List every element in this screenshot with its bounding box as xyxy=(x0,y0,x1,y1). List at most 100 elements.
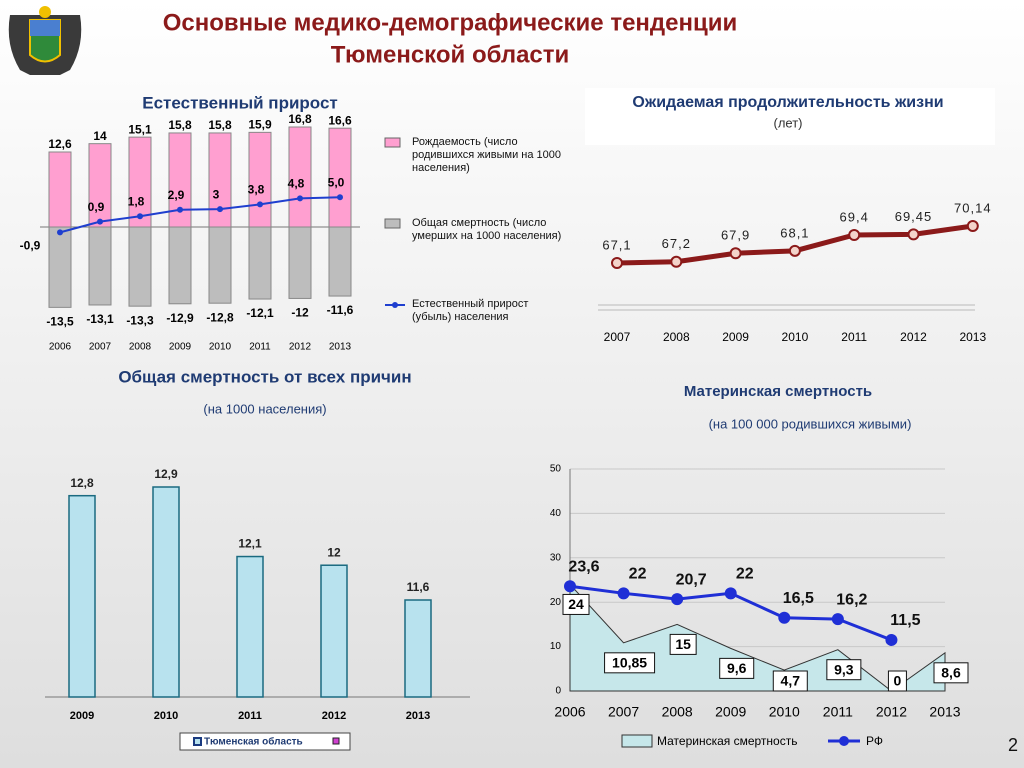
bar xyxy=(248,226,272,300)
x-tick-label: 2010 xyxy=(209,342,232,353)
x-tick-label: 2006 xyxy=(49,342,72,353)
data-label-box xyxy=(933,662,969,684)
chart-subtitle: (лет) xyxy=(774,115,803,130)
data-label-box xyxy=(719,657,755,679)
data-label: 15,1 xyxy=(128,122,152,136)
x-tick-label: 2010 xyxy=(782,330,809,344)
data-label: 69,45 xyxy=(895,209,933,224)
bar xyxy=(68,494,96,698)
legend-text-box: Естественный прирост (убыль) населения xyxy=(412,298,529,323)
bar xyxy=(88,143,112,228)
point xyxy=(831,613,844,626)
legend-label: РФ xyxy=(866,734,883,748)
legend-marker xyxy=(392,302,398,308)
y-tick-label: 10 xyxy=(550,641,562,652)
data-label: 68,1 xyxy=(780,225,809,240)
data-label: 16,8 xyxy=(288,112,312,126)
x-tick-label: 2013 xyxy=(959,330,986,344)
bar xyxy=(208,226,232,304)
data-label: 11,5 xyxy=(890,612,920,629)
data-label: -12,1 xyxy=(246,306,274,320)
data-label: 9,3 xyxy=(834,661,854,677)
data-label: 0,9 xyxy=(88,200,105,214)
bar xyxy=(168,226,192,305)
point xyxy=(257,201,263,208)
data-label: 69,4 xyxy=(840,209,869,224)
data-label: 4,8 xyxy=(288,177,305,191)
bar xyxy=(404,599,432,698)
x-tick-label: 2012 xyxy=(876,704,907,720)
point xyxy=(885,633,898,646)
slide-title: Тюменской области xyxy=(331,41,570,68)
y-tick-label: 50 xyxy=(550,464,562,475)
bar xyxy=(48,226,72,308)
legend-text-box: Общая смертность (число умерших на 1000 … xyxy=(412,217,562,242)
legend-marker xyxy=(332,737,340,745)
point xyxy=(966,220,979,232)
data-label: 14 xyxy=(93,129,107,143)
x-tick-label: 2011 xyxy=(841,330,867,344)
point xyxy=(848,229,861,242)
data-label: 16,5 xyxy=(783,590,814,607)
point xyxy=(670,255,683,268)
point xyxy=(671,593,684,606)
x-tick-label: 2013 xyxy=(406,710,430,722)
data-label: -11,6 xyxy=(327,303,354,317)
data-label: 24 xyxy=(568,596,584,612)
y-tick-label: 20 xyxy=(550,597,562,608)
legend-swatch xyxy=(193,737,202,746)
data-label: 10,85 xyxy=(612,655,647,671)
data-label: 15 xyxy=(675,636,691,652)
point xyxy=(729,247,742,260)
data-label-box xyxy=(887,670,907,692)
data-label: 67,1 xyxy=(602,237,631,252)
data-label-box xyxy=(604,652,656,674)
x-tick-label: 2009 xyxy=(722,330,749,344)
data-label: -13,3 xyxy=(126,313,154,327)
point xyxy=(177,206,183,213)
x-tick-label: 2013 xyxy=(329,342,352,353)
slide-title: Основные медико-демографические тенденци… xyxy=(163,9,738,36)
x-tick-label: 2011 xyxy=(249,342,271,353)
point xyxy=(297,195,303,202)
data-label: 15,8 xyxy=(208,118,232,132)
data-label: 3,8 xyxy=(248,183,265,197)
bar xyxy=(328,226,352,297)
point xyxy=(778,611,791,624)
legend-label: Общая смертность (число умерших на 1000 … xyxy=(412,217,562,242)
x-tick-label: 2009 xyxy=(715,704,746,720)
x-tick-label: 2008 xyxy=(129,342,152,353)
data-label: -13,5 xyxy=(46,315,74,329)
data-label: 22 xyxy=(736,566,754,583)
x-tick-label: 2009 xyxy=(70,710,94,722)
bar xyxy=(320,564,348,698)
x-tick-label: 2012 xyxy=(900,330,927,344)
bar xyxy=(152,486,180,698)
x-tick-label: 2011 xyxy=(823,704,853,720)
point xyxy=(57,229,63,236)
point xyxy=(217,206,223,213)
y-tick-label: 30 xyxy=(550,552,562,563)
page-number: 2 xyxy=(1008,735,1018,755)
point xyxy=(617,587,630,600)
point xyxy=(788,244,801,257)
x-tick-label: 2012 xyxy=(289,342,312,353)
data-label: 9,6 xyxy=(727,660,747,676)
point xyxy=(97,218,103,225)
data-label-box xyxy=(772,670,808,692)
bar xyxy=(248,131,272,228)
x-tick-label: 2008 xyxy=(662,704,693,720)
data-label: 4,7 xyxy=(781,673,801,689)
legend-label: Рождаемость (число родившихся живыми на … xyxy=(412,136,561,174)
legend-swatch xyxy=(621,734,653,748)
data-label: -12 xyxy=(291,306,309,320)
chart-title: Ожидаемая продолжительность жизни xyxy=(632,94,943,111)
data-label: 67,2 xyxy=(662,236,691,251)
legend-label: Естественный прирост (убыль) населения xyxy=(412,298,529,323)
point xyxy=(564,580,576,593)
data-label: 1,8 xyxy=(128,194,145,208)
data-label: 12,1 xyxy=(238,537,262,551)
data-label: 12 xyxy=(327,545,341,559)
x-tick-label: 2007 xyxy=(604,330,631,344)
data-label: -12,8 xyxy=(206,310,234,324)
